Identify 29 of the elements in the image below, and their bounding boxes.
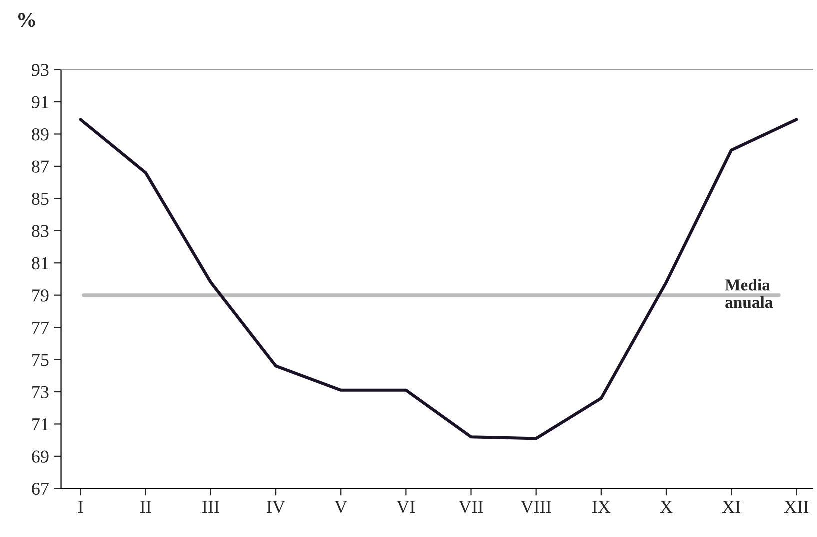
x-tick-label: V [334,501,348,514]
y-tick-label: 87 [32,160,49,173]
y-tick-label: 79 [32,290,49,302]
line-series [79,118,798,440]
y-tick-label: 85 [32,192,49,206]
x-tick-label: II [140,501,152,514]
x-tick-label: XII [784,501,809,514]
x-tick-label: IX [592,501,611,514]
x-tick-label: I [78,501,84,514]
x-tick-label: X [660,501,673,514]
y-tick-label: 93 [32,64,49,76]
y-tick-label: 89 [32,128,49,141]
x-tick-label: VIII [521,501,552,514]
ref-line-label: Media anuala [725,279,773,308]
y-tick-label: 69 [32,450,49,463]
y-tick-label: 83 [32,225,49,238]
x-tick-label: VI [396,501,416,514]
y-tick-label: 91 [32,96,48,108]
y-tick-label: 73 [32,386,49,398]
y-tick-label: 77 [32,322,49,334]
y-tick-label: 75 [32,354,49,366]
x-tick-label: III [202,501,220,514]
y-tick-label: 81 [32,257,48,270]
y-axis-title: % [18,12,36,28]
y-tick-label: 67 [32,482,49,496]
x-tick-label: XI [722,501,740,514]
x-tick-label: IV [267,501,286,514]
x-tick-label: VII [458,501,484,514]
y-tick-label: 71 [32,418,48,430]
